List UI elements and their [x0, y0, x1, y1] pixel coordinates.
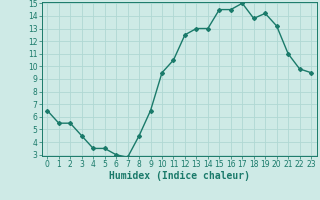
- X-axis label: Humidex (Indice chaleur): Humidex (Indice chaleur): [109, 171, 250, 181]
